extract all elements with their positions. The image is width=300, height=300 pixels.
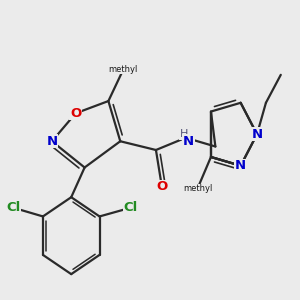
Text: N: N: [235, 159, 246, 172]
Text: methyl: methyl: [183, 184, 212, 193]
Text: O: O: [70, 107, 81, 120]
Text: Cl: Cl: [124, 201, 138, 214]
Text: N: N: [46, 135, 58, 148]
Text: H: H: [180, 129, 188, 139]
Text: Cl: Cl: [6, 201, 20, 214]
Text: N: N: [183, 135, 194, 148]
Text: N: N: [251, 128, 262, 141]
Text: O: O: [156, 180, 167, 193]
Text: methyl: methyl: [109, 65, 138, 74]
